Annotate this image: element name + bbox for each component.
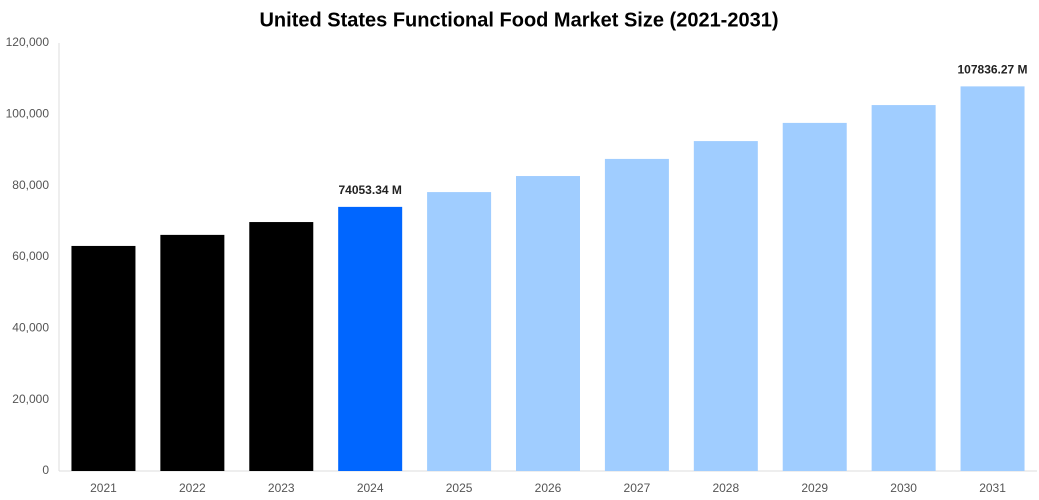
bar	[960, 86, 1025, 471]
y-tick-label: 20,000	[12, 392, 49, 406]
x-tick-label: 2025	[446, 481, 473, 495]
bar	[249, 222, 314, 471]
x-tick-label: 2026	[535, 481, 562, 495]
bar	[782, 122, 847, 471]
y-tick-label: 80,000	[12, 178, 49, 192]
x-tick-label: 2022	[179, 481, 206, 495]
y-tick-label: 40,000	[12, 321, 49, 335]
y-tick-label: 0	[42, 463, 49, 477]
x-tick-label: 2023	[268, 481, 295, 495]
value-label: 74053.34 M	[338, 183, 401, 197]
bar	[338, 206, 403, 472]
x-tick-label: 2027	[624, 481, 651, 495]
bar	[693, 141, 758, 472]
y-tick-label: 100,000	[6, 107, 50, 121]
bar	[871, 105, 936, 471]
x-tick-label: 2021	[90, 481, 117, 495]
bar	[427, 192, 492, 471]
bar	[516, 176, 580, 471]
bar	[604, 158, 669, 471]
y-tick-label: 60,000	[12, 249, 49, 263]
value-label: 107836.27 M	[958, 63, 1028, 77]
x-tick-label: 2030	[890, 481, 917, 495]
y-tick-label: 120,000	[6, 35, 50, 49]
x-tick-label: 2029	[801, 481, 828, 495]
x-tick-label: 2028	[712, 481, 739, 495]
bar	[160, 234, 225, 471]
bar	[71, 245, 136, 471]
x-tick-label: 2024	[357, 481, 384, 495]
chart-title: United States Functional Food Market Siz…	[259, 9, 778, 31]
x-tick-label: 2031	[979, 481, 1006, 495]
